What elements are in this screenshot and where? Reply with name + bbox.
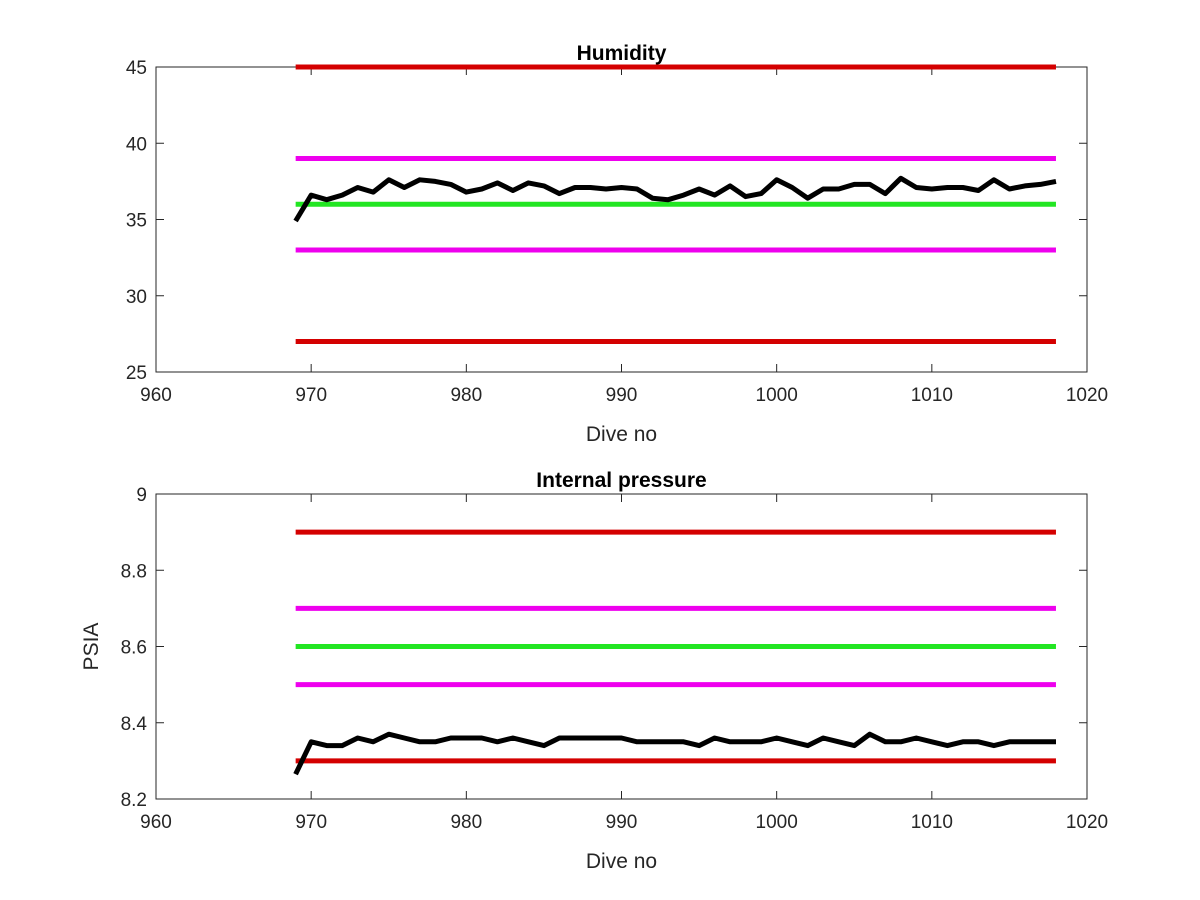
series-line [293, 731, 1056, 776]
y-tick-label: 35 [126, 211, 147, 232]
chart-title: Humidity [577, 42, 667, 65]
chart-title: Internal pressure [536, 469, 706, 492]
x-tick-label: 1020 [1066, 385, 1108, 406]
y-tick-label: 45 [126, 58, 147, 79]
series-line [293, 175, 1057, 223]
y-tick-label: 8.6 [121, 638, 147, 659]
y-tick-label: 30 [126, 287, 147, 308]
y-tick-label: 40 [126, 134, 147, 155]
x-tick-label: 990 [606, 812, 638, 833]
y-tick-label: 9 [136, 485, 147, 506]
x-tick-label: 1000 [756, 385, 798, 406]
y-tick-label: 8.2 [121, 790, 147, 811]
x-tick-label: 990 [606, 385, 638, 406]
y-tick-label: 8.8 [121, 561, 147, 582]
x-tick-label: 980 [450, 385, 482, 406]
y-axis-label: PSIA [80, 623, 103, 671]
axes-box [155, 66, 1088, 373]
x-axis-label: Dive no [586, 850, 657, 873]
x-tick-label: 980 [450, 812, 482, 833]
x-tick-label: 1010 [911, 385, 953, 406]
y-tick-label: 8.4 [121, 714, 148, 735]
x-axis-label: Dive no [586, 423, 657, 446]
humidity-chart: 960 970 980 990 1000 1010 1020 25 30 35 40 45 Humidi… [126, 42, 1108, 446]
x-tick-label: 1000 [756, 812, 798, 833]
internal-pressure-chart: 960 970 980 990 1000 1010 1020 8.2 8.4 8.6 8.8 9 Int… [80, 469, 1108, 873]
y-tick-label: 25 [126, 363, 147, 384]
x-tick-label: 960 [140, 385, 172, 406]
x-tick-label: 960 [140, 812, 172, 833]
x-tick-label: 1010 [911, 812, 953, 833]
x-tick-label: 970 [295, 812, 327, 833]
x-tick-label: 1020 [1066, 812, 1108, 833]
x-tick-label: 970 [295, 385, 327, 406]
